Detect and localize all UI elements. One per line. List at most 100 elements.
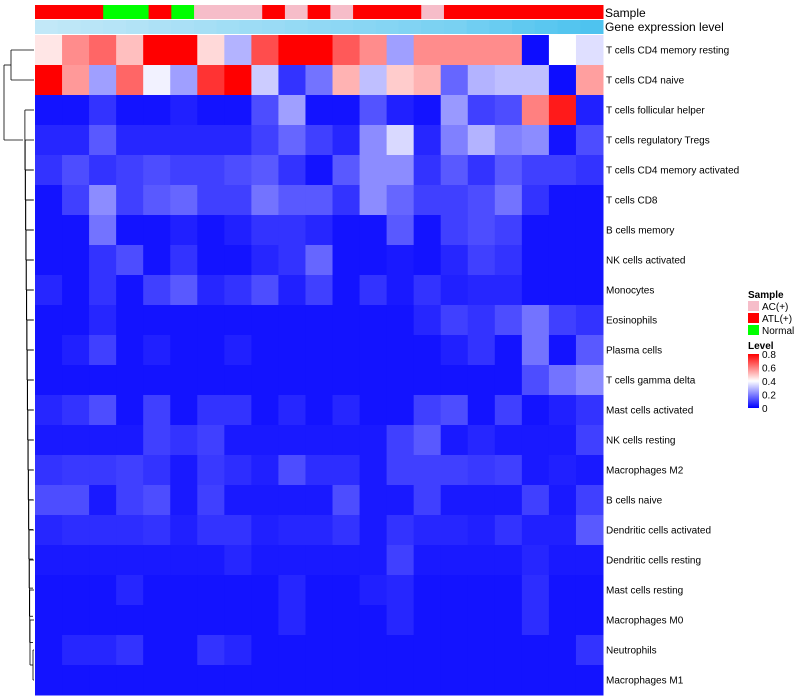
heatmap-cell bbox=[116, 605, 144, 636]
heatmap-cell bbox=[143, 275, 171, 306]
heatmap-cell bbox=[440, 485, 469, 516]
row-labels: T cells CD4 memory resting T cells CD4 na… bbox=[606, 46, 739, 687]
heatmap-cell bbox=[521, 575, 550, 606]
gene-annotation-cell bbox=[307, 20, 331, 34]
heatmap-cell bbox=[359, 545, 388, 576]
heatmap-cell bbox=[89, 35, 117, 66]
heatmap-cell bbox=[359, 65, 388, 96]
heatmap-cell bbox=[62, 65, 90, 96]
row-label: Macrophages M2 bbox=[606, 466, 684, 477]
heatmap-cell bbox=[440, 425, 469, 456]
heatmap-cell bbox=[413, 65, 442, 96]
heatmap-cell bbox=[89, 395, 117, 426]
heatmap-cell bbox=[332, 125, 361, 156]
heatmap-cell bbox=[35, 95, 63, 126]
heatmap-cell bbox=[62, 125, 90, 156]
heatmap-cell bbox=[143, 635, 171, 666]
heatmap-cell bbox=[440, 575, 469, 606]
heatmap-cell bbox=[251, 185, 279, 216]
heatmap-cell bbox=[170, 155, 198, 186]
heatmap-cell bbox=[62, 665, 90, 696]
heatmap-cell bbox=[224, 395, 252, 426]
heatmap-cell bbox=[197, 455, 225, 486]
sample-legend: Sample AC(+)ATL(+)Normal bbox=[748, 290, 794, 337]
heatmap-cell bbox=[35, 425, 63, 456]
heatmap-cell bbox=[62, 365, 90, 396]
heatmap-cell bbox=[332, 65, 361, 96]
heatmap-cell bbox=[332, 185, 361, 216]
heatmap-cell bbox=[251, 95, 279, 126]
heatmap-cell bbox=[62, 425, 90, 456]
heatmap-cell bbox=[305, 95, 334, 126]
heatmap-cell bbox=[359, 125, 388, 156]
heatmap-cell bbox=[548, 395, 577, 426]
heatmap-cell bbox=[170, 575, 198, 606]
heatmap-cell bbox=[62, 515, 90, 546]
heatmap-cell bbox=[359, 275, 388, 306]
heatmap-cell bbox=[197, 665, 225, 696]
heatmap-cell bbox=[575, 155, 604, 186]
heatmap-cell bbox=[305, 125, 334, 156]
heatmap-cell bbox=[575, 125, 604, 156]
heatmap-cell bbox=[521, 485, 550, 516]
heatmap-cell bbox=[548, 245, 577, 276]
heatmap-cell bbox=[143, 125, 171, 156]
heatmap-cell bbox=[521, 455, 550, 486]
heatmap-cell bbox=[62, 485, 90, 516]
heatmap-cell bbox=[494, 545, 523, 576]
heatmap-cell bbox=[278, 275, 306, 306]
heatmap-cell bbox=[251, 335, 279, 366]
heatmap-cell bbox=[35, 635, 63, 666]
heatmap-cell bbox=[89, 335, 117, 366]
row-label: Macrophages M1 bbox=[606, 676, 684, 687]
heatmap-cell bbox=[359, 455, 388, 486]
gene-annotation-cell bbox=[284, 20, 309, 34]
row-label: T cells CD4 memory activated bbox=[606, 166, 739, 177]
heatmap-cell bbox=[116, 635, 144, 666]
heatmap-cell bbox=[305, 215, 334, 246]
heatmap-cell bbox=[116, 275, 144, 306]
heatmap-cell bbox=[494, 35, 523, 66]
heatmap-cell bbox=[89, 455, 117, 486]
heatmap-cell bbox=[332, 425, 361, 456]
sample-annotation-cell bbox=[103, 5, 127, 19]
heatmap-cell bbox=[251, 515, 279, 546]
heatmap-cell bbox=[35, 665, 63, 696]
row-label: B cells memory bbox=[606, 226, 674, 237]
heatmap-cell bbox=[143, 665, 171, 696]
heatmap-cell bbox=[35, 515, 63, 546]
sample-annotation-cell bbox=[35, 5, 59, 19]
heatmap-cell bbox=[116, 515, 144, 546]
heatmap-cell bbox=[359, 305, 388, 336]
heatmap-cell bbox=[386, 545, 415, 576]
gene-annotation-cell bbox=[57, 20, 81, 34]
heatmap-cell bbox=[467, 155, 496, 186]
heatmap-cell bbox=[143, 425, 171, 456]
heatmap-cell bbox=[224, 95, 252, 126]
heatmap-cell bbox=[521, 125, 550, 156]
heatmap-cell bbox=[413, 35, 442, 66]
heatmap-cell bbox=[251, 365, 279, 396]
heatmap-cell bbox=[413, 605, 442, 636]
heatmap-cell bbox=[332, 95, 361, 126]
gene-annotation-cell bbox=[216, 20, 240, 34]
sample-legend-label: AC(+) bbox=[762, 302, 788, 313]
heatmap-cell bbox=[332, 275, 361, 306]
heatmap-cell bbox=[440, 395, 469, 426]
heatmap-cell bbox=[359, 35, 388, 66]
heatmap-cell bbox=[278, 455, 306, 486]
heatmap-cell bbox=[35, 545, 63, 576]
sample-annotation-cell bbox=[330, 5, 354, 19]
heatmap-cell bbox=[467, 635, 496, 666]
heatmap-cell bbox=[413, 425, 442, 456]
heatmap-cell bbox=[467, 305, 496, 336]
heatmap-cell bbox=[413, 275, 442, 306]
heatmap-cell bbox=[548, 485, 577, 516]
heatmap-cell bbox=[494, 515, 523, 546]
heatmap-cell bbox=[359, 605, 388, 636]
heatmap-cell bbox=[224, 335, 252, 366]
heatmap-cell bbox=[35, 185, 63, 216]
sample-annotation-cell bbox=[239, 5, 263, 19]
heatmap-cell bbox=[494, 275, 523, 306]
heatmap-cell bbox=[467, 125, 496, 156]
